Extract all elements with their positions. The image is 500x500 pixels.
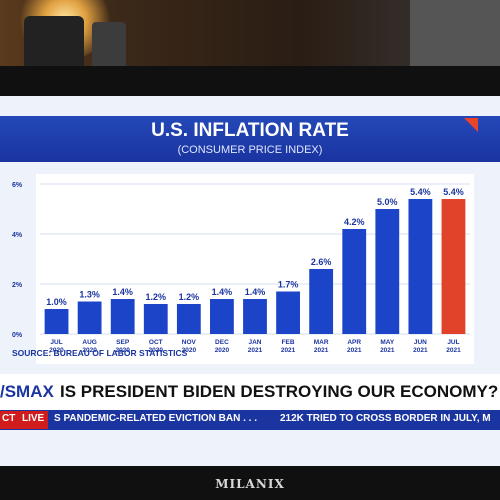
x-tick-label: DEC xyxy=(215,339,229,346)
tv-screen: U.S. INFLATION RATE (CONSUMER PRICE INDE… xyxy=(0,96,500,466)
x-tick-label: 2021 xyxy=(413,347,428,354)
x-tick-label: 2021 xyxy=(380,347,395,354)
x-tick-label: FEB xyxy=(282,339,295,346)
ticker-story-2: 212K TRIED TO CROSS BORDER IN JULY, M xyxy=(280,413,491,424)
x-tick-label: MAR xyxy=(314,339,329,346)
lamp xyxy=(24,16,84,70)
bar xyxy=(77,301,102,334)
bar-value-label: 5.0% xyxy=(377,197,398,207)
chart-subtitle: (CONSUMER PRICE INDEX) xyxy=(177,144,323,156)
plot-area xyxy=(36,174,474,364)
ticker-row xyxy=(0,410,500,430)
bar xyxy=(44,309,69,334)
y-tick-label: 4% xyxy=(12,232,23,239)
bar-value-label: 5.4% xyxy=(443,187,464,197)
bar xyxy=(276,291,300,334)
bar xyxy=(408,199,433,334)
live-badge xyxy=(0,411,48,429)
live-label: LIVE xyxy=(22,413,45,424)
bar-value-label: 1.2% xyxy=(146,292,167,302)
x-tick-label: JUN xyxy=(414,339,427,346)
x-tick-label: 2020 xyxy=(215,347,230,354)
headline-text: IS PRESIDENT BIDEN DESTROYING OUR ECONOM… xyxy=(60,382,499,401)
bar-value-label: 1.7% xyxy=(278,280,299,290)
bar-value-label: 1.0% xyxy=(46,297,67,307)
x-tick-label: 2020 xyxy=(149,347,164,354)
x-tick-label: 2020 xyxy=(182,347,197,354)
bar xyxy=(176,304,201,334)
bar xyxy=(210,299,234,334)
title-bar xyxy=(0,116,500,162)
bar-value-label: 1.4% xyxy=(245,287,266,297)
bar xyxy=(143,304,168,334)
x-tick-label: JUL xyxy=(50,339,62,346)
y-tick-label: 0% xyxy=(12,332,23,339)
bar-value-label: 4.2% xyxy=(344,217,365,227)
room-background xyxy=(0,0,500,78)
chart-title: U.S. INFLATION RATE xyxy=(151,120,349,141)
x-tick-label: 2021 xyxy=(248,347,263,354)
ct-label: CT xyxy=(2,413,16,424)
bar xyxy=(309,269,334,334)
inflation-bar-chart: 0%2%4%6%1.0%JUL20201.3%AUG20201.4%SEP202… xyxy=(12,174,474,364)
tv-brand-logo: MILANIX xyxy=(215,477,285,491)
bar xyxy=(243,299,267,334)
bar-value-label: 1.3% xyxy=(79,290,100,300)
x-tick-label: 2020 xyxy=(115,347,130,354)
x-tick-label: 2021 xyxy=(446,347,461,354)
wall-panel xyxy=(410,0,500,70)
bar xyxy=(441,199,466,334)
x-tick-label: 2021 xyxy=(314,347,329,354)
y-tick-label: 6% xyxy=(12,182,23,189)
x-tick-label: SEP xyxy=(116,339,130,346)
corner-accent xyxy=(464,118,478,132)
network-logo: /SMAX xyxy=(0,382,54,401)
x-tick-label: MAY xyxy=(380,339,395,346)
x-tick-label: 2021 xyxy=(281,347,296,354)
bar xyxy=(375,209,400,334)
bar-value-label: 1.4% xyxy=(212,287,233,297)
bar-value-label: 5.4% xyxy=(410,187,431,197)
x-tick-label: JAN xyxy=(248,339,261,346)
x-tick-label: 2020 xyxy=(82,347,97,354)
headline-bar xyxy=(0,374,500,410)
x-tick-label: AUG xyxy=(82,339,96,346)
x-tick-label: OCT xyxy=(149,339,163,346)
x-tick-label: 2020 xyxy=(49,347,64,354)
x-tick-label: 2021 xyxy=(347,347,362,354)
x-tick-label: NOV xyxy=(182,339,197,346)
ticker-story-1: S PANDEMIC-RELATED EVICTION BAN . . . xyxy=(54,413,257,424)
jar xyxy=(92,22,126,70)
bar-value-label: 1.2% xyxy=(179,292,200,302)
source-label: SOURCE: BUREAU OF LABOR STATISTICS xyxy=(12,348,188,358)
x-tick-label: JUL xyxy=(447,339,459,346)
bar xyxy=(110,299,135,334)
bar-value-label: 1.4% xyxy=(112,287,133,297)
x-tick-label: APR xyxy=(347,339,361,346)
y-tick-label: 2% xyxy=(12,282,23,289)
bar xyxy=(342,229,367,334)
bar-value-label: 2.6% xyxy=(311,257,332,267)
